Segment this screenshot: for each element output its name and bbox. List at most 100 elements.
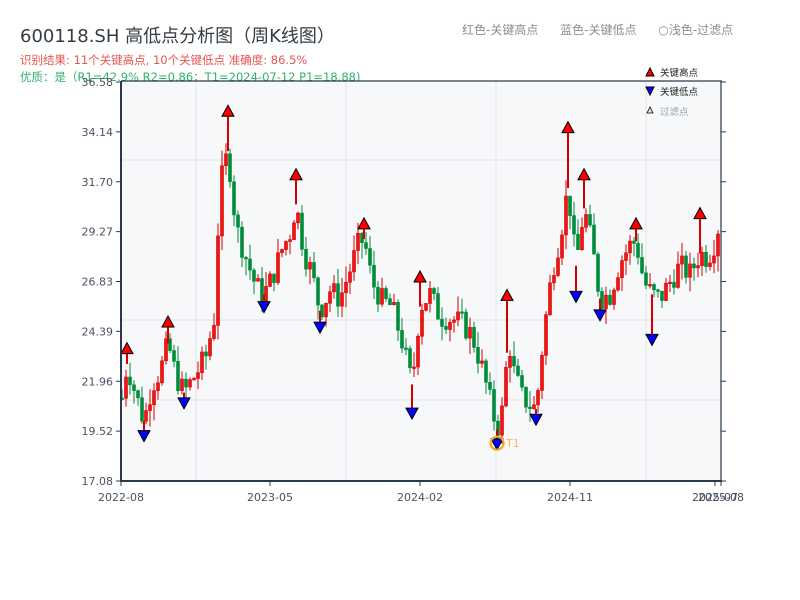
candle-up <box>428 288 432 304</box>
low-triangle-icon <box>645 86 655 97</box>
key-low-marker-icon[interactable] <box>529 413 543 427</box>
candle-up <box>256 278 260 282</box>
key-high-marker-icon[interactable] <box>500 288 514 301</box>
candle-up <box>536 390 540 406</box>
candle-up <box>548 282 552 315</box>
candle-down <box>244 257 248 260</box>
markers: T1 <box>120 104 707 451</box>
candle-up <box>164 338 168 362</box>
candle-down <box>592 224 596 255</box>
candle-down <box>432 288 436 294</box>
candle-up <box>456 311 460 321</box>
key-high-marker-icon[interactable] <box>629 216 643 230</box>
x-tick-label: 2024-02 <box>397 491 443 504</box>
candle-up <box>504 367 508 407</box>
key-high-marker-icon[interactable] <box>577 167 591 181</box>
candle-up <box>452 319 456 323</box>
key-high-marker-icon[interactable] <box>357 216 371 230</box>
candle-down <box>184 378 188 388</box>
candle-up <box>696 265 700 269</box>
candle-down <box>232 181 236 216</box>
candle-up <box>628 240 632 254</box>
key-low-marker-icon[interactable] <box>137 430 151 443</box>
candle-down <box>364 242 368 249</box>
key-low-marker-icon[interactable] <box>593 309 607 322</box>
candle-up <box>268 273 272 287</box>
t1-label: T1 <box>505 437 520 450</box>
key-high-marker-icon[interactable] <box>693 206 707 220</box>
candle-up <box>356 232 360 251</box>
key-high-marker-icon[interactable] <box>561 120 575 134</box>
candle-down <box>172 350 176 362</box>
candle-up <box>648 284 652 287</box>
key-high-marker-icon[interactable] <box>289 167 303 181</box>
candle-up <box>508 356 512 368</box>
t1-ring-icon[interactable] <box>489 435 505 451</box>
candle-down <box>384 288 388 299</box>
candle-up <box>532 404 536 409</box>
y-tick-label: 29.27 <box>82 226 114 239</box>
candle-up <box>584 214 588 228</box>
candle-up <box>264 286 268 302</box>
candle-up <box>624 252 628 261</box>
candle-down <box>128 376 132 386</box>
candle-up <box>208 338 212 357</box>
plot-legend: 关键高点 关键低点 过滤点 <box>645 66 699 118</box>
candle-up <box>544 314 548 356</box>
key-low-marker-icon[interactable] <box>569 290 583 304</box>
candle-up <box>144 410 148 422</box>
y-tick-label: 19.52 <box>82 425 114 438</box>
key-low-marker-icon[interactable] <box>257 301 271 314</box>
key-low-marker-icon[interactable] <box>313 321 327 335</box>
candle-up <box>620 260 624 279</box>
chart-title: 600118.SH 高低点分析图（周K线图） <box>20 26 335 47</box>
candle-up <box>220 165 224 237</box>
candle-up <box>124 376 128 399</box>
plot-legend-filtered: 过滤点 <box>660 106 689 118</box>
candle-down <box>636 243 640 258</box>
candle-up <box>152 390 156 405</box>
top-legend: 红色-关键高点 蓝色-关键低点 ○浅色-过滤点 <box>462 21 733 38</box>
candle-up <box>296 212 300 224</box>
candle-up <box>500 405 504 436</box>
candle-down <box>704 251 708 267</box>
candle-up <box>224 153 228 167</box>
candle-up <box>688 263 692 278</box>
key-low-marker-icon[interactable] <box>405 407 419 421</box>
legend-red-high: 红色-关键高点 <box>462 23 539 37</box>
candle-down <box>512 356 516 367</box>
key-high-marker-icon[interactable] <box>120 341 134 355</box>
candle-up <box>416 335 420 368</box>
candle-down <box>644 272 648 286</box>
key-high-marker-icon[interactable] <box>413 269 427 283</box>
key-high-marker-icon[interactable] <box>161 314 175 328</box>
y-tick-label: 21.96 <box>82 375 114 388</box>
candle-up <box>604 294 608 309</box>
candle-down <box>396 302 400 331</box>
key-low-marker-icon[interactable] <box>490 438 504 451</box>
candle-up <box>344 282 348 294</box>
legend-blue-low: 蓝色-关键低点 <box>560 23 637 37</box>
candle-up <box>148 404 152 411</box>
candle-up <box>180 378 184 391</box>
key-low-marker-icon[interactable] <box>177 397 191 410</box>
legend-light-filtered: ○浅色-过滤点 <box>658 23 734 37</box>
candle-up <box>196 372 200 379</box>
filtered-triangle-icon <box>646 106 654 114</box>
candle-down <box>476 347 480 364</box>
candle-up <box>412 366 416 369</box>
candle-down <box>444 326 448 330</box>
candle-up <box>380 288 384 305</box>
candle-down <box>136 390 140 399</box>
key-high-marker-icon[interactable] <box>221 104 235 117</box>
candle-down <box>488 382 492 390</box>
candle-up <box>700 251 704 266</box>
candle-up <box>392 302 396 306</box>
candle-down <box>404 347 408 350</box>
candle-down <box>524 386 528 408</box>
candle-down <box>132 384 136 392</box>
key-low-marker-icon[interactable] <box>645 333 659 347</box>
candle-down <box>572 215 576 235</box>
candle-down <box>660 290 664 301</box>
candle-down <box>440 318 444 327</box>
